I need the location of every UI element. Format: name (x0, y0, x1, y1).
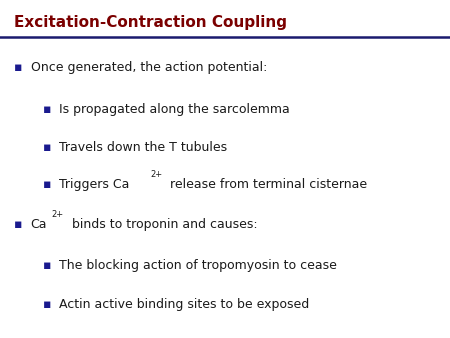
Text: Is propagated along the sarcolemma: Is propagated along the sarcolemma (59, 103, 290, 116)
Text: Triggers Ca: Triggers Ca (59, 178, 130, 191)
Text: ▪: ▪ (43, 103, 51, 116)
Text: Travels down the T tubules: Travels down the T tubules (59, 141, 228, 153)
Text: ▪: ▪ (43, 178, 51, 191)
Text: Ca: Ca (31, 218, 47, 231)
Text: ▪: ▪ (43, 259, 51, 272)
Text: The blocking action of tropomyosin to cease: The blocking action of tropomyosin to ce… (59, 259, 338, 272)
Text: Once generated, the action potential:: Once generated, the action potential: (31, 61, 267, 74)
Text: release from terminal cisternae: release from terminal cisternae (166, 178, 367, 191)
Text: 2+: 2+ (150, 170, 162, 178)
Text: Actin active binding sites to be exposed: Actin active binding sites to be exposed (59, 298, 310, 311)
Text: ▪: ▪ (43, 298, 51, 311)
Text: ▪: ▪ (43, 141, 51, 153)
Text: Excitation-Contraction Coupling: Excitation-Contraction Coupling (14, 15, 287, 30)
Text: 2+: 2+ (52, 210, 64, 219)
Text: ▪: ▪ (14, 218, 22, 231)
Text: binds to troponin and causes:: binds to troponin and causes: (68, 218, 257, 231)
Text: ▪: ▪ (14, 61, 22, 74)
